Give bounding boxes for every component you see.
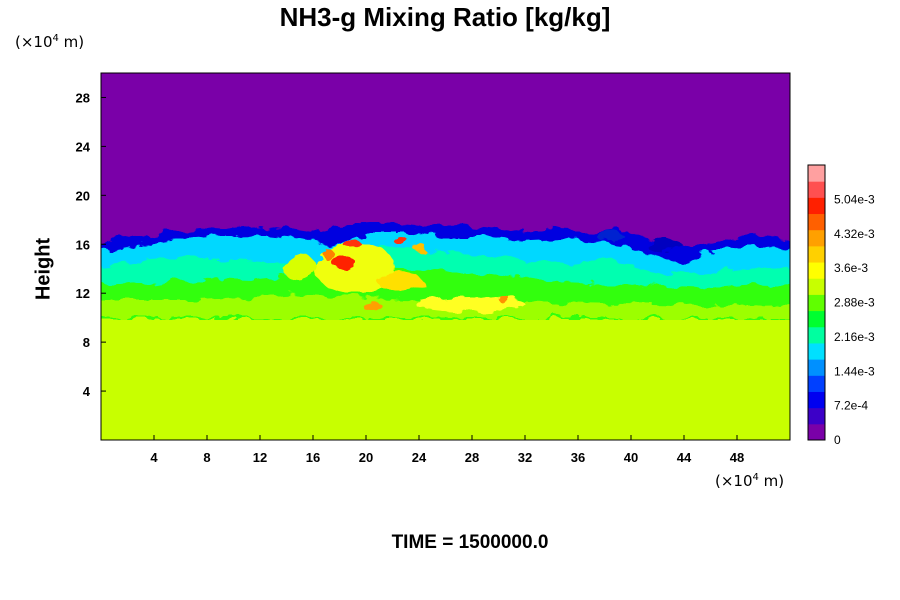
colorbar-swatch	[808, 423, 825, 441]
y-tick-label: 4	[83, 384, 91, 399]
time-label: TIME = 1500000.0	[391, 532, 549, 553]
x-axis-unit: (×104 m)	[715, 472, 785, 490]
x-tick-label: 36	[571, 450, 585, 465]
x-tick-label: 28	[465, 450, 479, 465]
colorbar-tick-label: 0	[834, 433, 841, 447]
colorbar-swatch	[808, 375, 825, 392]
colorbar-swatch	[808, 310, 825, 328]
mixing-layer	[101, 222, 790, 320]
colorbar-swatch	[808, 165, 825, 182]
colorbar-tick-label: 3.6e-3	[834, 261, 868, 275]
x-tick-label: 32	[518, 450, 532, 465]
colorbar-swatch	[808, 391, 825, 409]
cell-yellow-secondary	[284, 254, 316, 282]
colorbar-swatch	[808, 407, 825, 425]
field-lower-region	[101, 315, 790, 440]
colorbar-tick-label: 1.44e-3	[834, 364, 875, 378]
y-tick-label: 16	[76, 237, 90, 252]
x-tick-label: 44	[677, 450, 692, 465]
cell-red-3	[393, 236, 407, 244]
heatmap-field	[101, 73, 790, 440]
cell-yellow-band	[415, 296, 525, 312]
y-axis-unit: (×104 m)	[15, 33, 85, 51]
x-tick-label: 8	[203, 450, 210, 465]
x-tick-label: 16	[306, 450, 320, 465]
colorbar-swatch	[808, 229, 825, 247]
cell-orange-3	[499, 297, 511, 303]
y-tick-label: 28	[76, 90, 90, 105]
colorbar-tick-label: 2.16e-3	[834, 330, 875, 344]
cell-red-1	[331, 256, 355, 268]
colorbar-tick-label: 2.88e-3	[834, 296, 875, 310]
y-axis-ticks: 4 8 12 16 20 24 28	[76, 90, 106, 399]
colorbar-swatch	[808, 294, 825, 312]
x-tick-label: 4	[150, 450, 158, 465]
colorbar-frame	[807, 164, 826, 441]
colorbar-tick-label: 7.2e-4	[834, 399, 868, 413]
cell-dark-blue-1	[647, 239, 683, 253]
chart-title: NH3-g Mixing Ratio [kg/kg]	[279, 2, 611, 32]
colorbar: 0 7.2e-4 1.44e-3 2.16e-3 2.88e-3 3.6e-3 4.32e-…	[807, 164, 875, 447]
colorbar-swatch	[808, 278, 825, 295]
colorbar-tick-label: 4.32e-3	[834, 227, 875, 241]
cell-yellow-core	[315, 242, 395, 294]
y-tick-label: 24	[76, 139, 91, 154]
plot-frame	[100, 72, 791, 441]
colorbar-swatch	[808, 342, 825, 360]
cell-orange-1	[323, 248, 333, 260]
cell-orange-2	[362, 302, 382, 310]
colorbar-swatch	[808, 245, 825, 263]
x-tick-label: 24	[412, 450, 427, 465]
y-tick-label: 8	[83, 335, 90, 350]
x-axis-ticks: 4 8 12 16 20 24 28 32 36 40 44 48	[150, 435, 744, 465]
cell-yellow-right	[378, 272, 422, 292]
colorbar-swatch	[808, 359, 825, 376]
colorbar-tick-label: 5.04e-3	[834, 192, 875, 206]
colorbar-swatch	[808, 197, 825, 215]
y-tick-label: 12	[76, 286, 90, 301]
colorbar-swatch	[808, 262, 825, 279]
y-tick-label: 20	[76, 188, 90, 203]
colorbar-swatch	[808, 213, 825, 231]
colorbar-swatch	[808, 181, 825, 198]
cell-orange-4	[414, 243, 426, 253]
x-tick-label: 12	[253, 450, 267, 465]
cell-dark-blue-2	[596, 232, 624, 240]
x-tick-label: 40	[624, 450, 638, 465]
colorbar-swatch	[808, 326, 825, 344]
cell-red-2	[343, 240, 361, 248]
x-tick-label: 48	[730, 450, 744, 465]
x-tick-label: 20	[359, 450, 373, 465]
